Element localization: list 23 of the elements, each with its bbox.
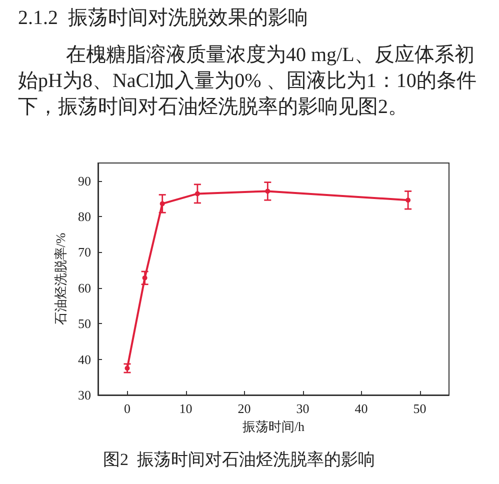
- chart-subtitle: 在槐糖脂溶液质量浓度为40 mg/L、反应体系初始pH为8、NaCl加入量为0% 、固液比为1：10的条件下，振荡时间对石油烃洗脱率的影响见图2。: [18, 43, 478, 120]
- x-axis-title: 振荡时间/h: [242, 418, 306, 434]
- y-axis-title: 石油烃洗脱率/%: [53, 232, 68, 326]
- y-tick-label: 90: [78, 173, 91, 188]
- chart-title: 2.1.2 振荡时间对洗脱效果的影响: [18, 6, 308, 31]
- y-tick-label: 80: [78, 209, 91, 224]
- x-tick-label: 10: [179, 401, 192, 416]
- y-tick-label: 30: [78, 388, 91, 402]
- point: [142, 275, 148, 280]
- y-tick-label: 50: [78, 316, 91, 332]
- x-tick-label: 30: [296, 401, 310, 416]
- x-tick-label: 20: [238, 401, 251, 416]
- y-tick-label: 60: [78, 280, 91, 296]
- y-tick-label: 40: [78, 352, 91, 367]
- point: [194, 191, 200, 196]
- point: [406, 198, 411, 203]
- x-tick-label: 40: [354, 401, 368, 416]
- point: [265, 188, 270, 194]
- y-tick-label: 70: [78, 244, 91, 260]
- x-tick-label: 0: [124, 401, 130, 416]
- point: [160, 201, 165, 206]
- x-tick-label: 50: [413, 401, 426, 416]
- caption: 图2 振荡时间对石油烃洗脱率的影响: [103, 449, 375, 471]
